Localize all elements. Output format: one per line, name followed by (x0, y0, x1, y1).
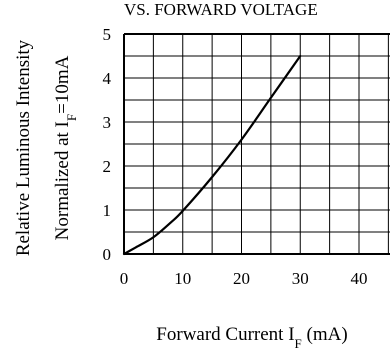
y-tick-label: 1 (103, 201, 112, 220)
grid-lines (124, 34, 390, 254)
x-axis-label: Forward Current IF (mA) (156, 324, 347, 351)
y-axis-label-line1: Relative Luminous Intensity (13, 39, 34, 256)
x-tick-label: 10 (174, 269, 191, 288)
x-tick-label: 0 (120, 269, 129, 288)
y-axis-label-line2-main: Normalized at I (52, 121, 73, 240)
x-axis-label-main: Forward Current I (156, 324, 294, 345)
y-axis-label-line2-subscript: F (64, 114, 79, 121)
plot-border (123, 33, 390, 255)
x-tick-label: 20 (233, 269, 250, 288)
x-tick-label: 40 (351, 269, 368, 288)
series-line (122, 54, 302, 256)
plot-area (122, 33, 390, 256)
y-tick-label: 0 (103, 245, 112, 264)
y-tick-label: 3 (103, 113, 112, 132)
x-axis-label-unit: (mA) (302, 324, 348, 345)
y-axis-label-line2: Normalized at IF=10mA (52, 55, 79, 240)
y-tick-label: 4 (103, 69, 112, 88)
x-axis-label-subscript: F (295, 336, 302, 351)
y-tick-label: 2 (103, 157, 112, 176)
x-tick-label: 30 (292, 269, 309, 288)
y-axis-label-line2-rest: =10mA (52, 55, 73, 113)
x-tick-labels: 0 10 20 30 40 (120, 269, 368, 288)
y-axis-label: Relative Luminous Intensity Normalized a… (13, 39, 79, 256)
y-tick-labels: 0 1 2 3 4 5 (103, 25, 112, 264)
chart-title: VS. FORWARD VOLTAGE (124, 0, 318, 19)
y-tick-label: 5 (103, 25, 112, 44)
